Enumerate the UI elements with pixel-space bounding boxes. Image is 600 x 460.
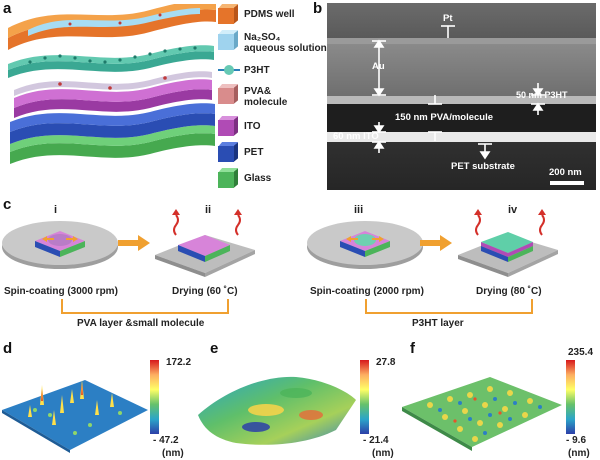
pt-region [327, 3, 596, 38]
sem-arrows [372, 25, 584, 185]
colorbar-e-unit: (nm) [372, 448, 394, 459]
step-i-label: i [54, 204, 58, 216]
legend-label-pdms: PDMS well [244, 9, 295, 20]
afm-grains-f [427, 386, 533, 442]
group-brackets [61, 299, 533, 314]
arrow-iii-iv [420, 235, 452, 251]
sem-label-au: Au [372, 61, 385, 72]
step-iii-caption: Spin-coating (2000 rpm) [310, 286, 424, 297]
device-exploded-view [8, 4, 216, 164]
pdms-well [8, 9, 216, 50]
sem-label-pva: 150 nm PVA/molecule [395, 112, 494, 123]
afm-surface-f [402, 377, 562, 451]
glass-legend-icon [217, 168, 239, 188]
colorbar-f-max: 235.4 [568, 347, 594, 358]
spin-coater-2 [307, 221, 423, 269]
pdms-legend-icon [217, 4, 239, 24]
colorbar-d-unit: (nm) [162, 448, 184, 459]
sem-label-p3ht: 50 nm P3HT [516, 90, 568, 100]
ito-band [327, 132, 596, 142]
group-label-p3ht: P3HT layer [412, 318, 464, 329]
legend-label-pva: PVA& molecule [244, 86, 288, 108]
pet-layer [10, 113, 215, 144]
step-iv-label: iv [508, 204, 518, 216]
colorbar-f-unit: (nm) [568, 448, 590, 459]
panel-e-letter: e [210, 340, 219, 357]
step-iii-label: iii [354, 204, 364, 216]
panel-c-letter: c [3, 196, 12, 213]
panel-f-letter: f [410, 340, 415, 357]
step-iv-caption: Drying (80 ˚C) [476, 286, 542, 297]
ito-layer [14, 89, 212, 118]
p3ht-legend-icon [218, 65, 240, 75]
solution-area [28, 8, 200, 36]
hotplate-1 [155, 209, 255, 277]
colorbar-e-max: 27.8 [376, 357, 396, 368]
pva-legend-icon [217, 84, 239, 104]
scale-bar [550, 181, 584, 185]
pva-layer [14, 71, 212, 96]
colorbar-e [360, 360, 369, 434]
glass-layer [10, 133, 215, 164]
pva-band [327, 104, 596, 132]
step-ii-caption: Drying (60 ˚C) [172, 286, 238, 297]
p3ht-band [327, 96, 596, 104]
sem-label-pt: Pt [443, 13, 453, 24]
panel-a-letter: a [3, 0, 12, 17]
colorbar-f-min: - 9.6 [566, 435, 587, 446]
au-band [327, 38, 596, 44]
legend-label-glass: Glass [244, 173, 272, 184]
panel-b-letter: b [313, 0, 323, 17]
sem-label-pet: PET substrate [451, 161, 515, 172]
colorbar-f [566, 360, 575, 434]
p3ht-layer [8, 51, 214, 78]
afm-surface-e [198, 376, 356, 445]
pet-legend-icon [217, 142, 239, 162]
arrow-i-ii [118, 235, 150, 251]
colorbar-e-min: - 21.4 [363, 435, 389, 446]
ito-legend-icon [217, 116, 239, 136]
panel-d-letter: d [3, 340, 13, 357]
group-label-pva: PVA layer &small molecule [77, 318, 205, 329]
legend-label-solution: Na₂SO₄ aqueous solution [244, 32, 327, 54]
colorbar-d [150, 360, 159, 434]
legend-label-pet: PET [244, 147, 264, 158]
colorbar-d-max: 172.2 [166, 357, 192, 368]
fabrication-process [2, 209, 558, 314]
hotplate-2 [458, 209, 558, 277]
afm-surface-d [2, 380, 148, 453]
scale-bar-label: 200 nm [549, 167, 582, 178]
step-ii-label: ii [205, 204, 212, 216]
legend-label-ito: ITO [244, 121, 261, 132]
sem-label-ito: 60 nm ITO [333, 131, 379, 142]
au-region [327, 44, 596, 96]
colorbar-d-min: - 47.2 [153, 435, 179, 446]
solution-legend-icon [217, 30, 239, 50]
legend-label-p3ht: P3HT [244, 65, 270, 76]
sem-image: Pt Au 50 nm P3HT 150 nm PVA/molecule 60 … [327, 3, 596, 190]
step-i-caption: Spin-coating (3000 rpm) [4, 286, 118, 297]
spin-coater-1 [2, 221, 118, 269]
